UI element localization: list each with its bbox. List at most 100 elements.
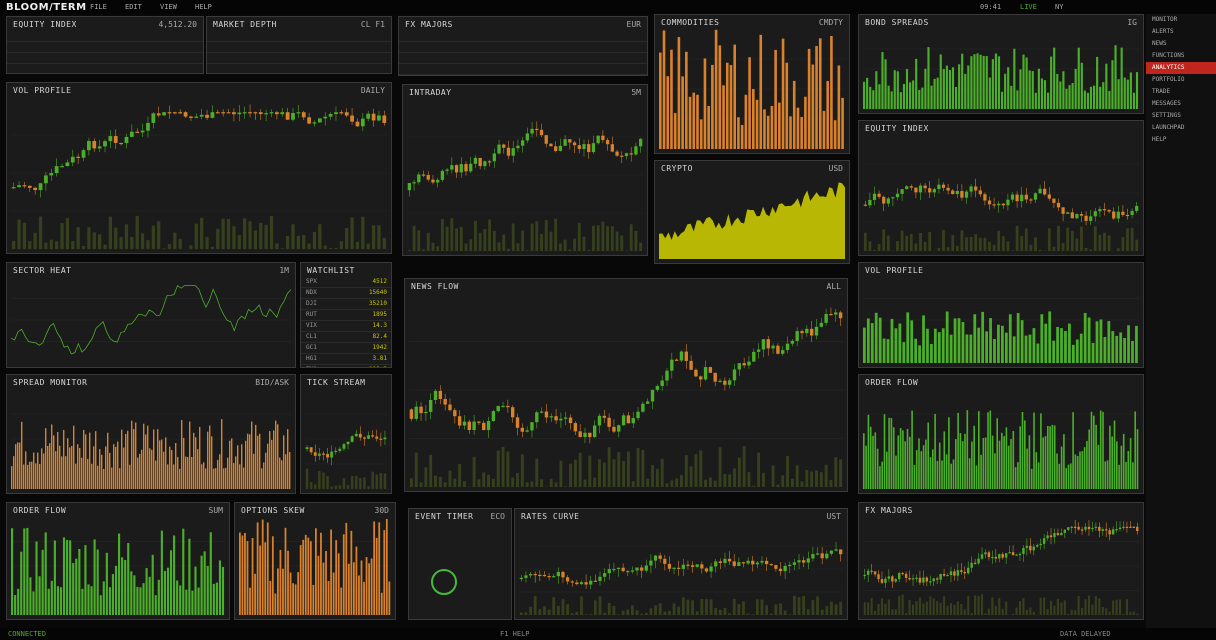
sidebar-item-analytics[interactable]: ANALYTICS — [1146, 62, 1216, 74]
bar-chart[interactable] — [863, 389, 1139, 489]
table-row[interactable] — [207, 42, 391, 53]
sidebar-item-functions[interactable]: FUNCTIONS — [1152, 52, 1185, 59]
candlestick-chart[interactable] — [519, 523, 843, 615]
panel-intraday[interactable]: INTRADAY 5M — [402, 84, 648, 256]
panel-tick-stream[interactable]: TICK STREAM — [300, 374, 392, 494]
panel-options-skew[interactable]: OPTIONS SKEW 30D — [234, 502, 396, 620]
bar — [1056, 453, 1058, 489]
table-row[interactable] — [207, 53, 391, 64]
table-row[interactable] — [7, 53, 203, 64]
volume-bar — [350, 217, 354, 249]
bar — [363, 581, 365, 615]
candle — [805, 328, 809, 334]
bar — [740, 124, 744, 149]
watchlist-row[interactable]: VIX 14.3 — [301, 321, 391, 332]
bar-chart[interactable] — [659, 29, 845, 149]
candlestick-chart[interactable] — [407, 99, 643, 251]
watchlist-row[interactable]: SPX 4512 — [301, 277, 391, 288]
table-row[interactable] — [7, 31, 203, 42]
bar — [284, 527, 287, 615]
sidebar-item-news[interactable]: NEWS — [1152, 40, 1167, 47]
menu-edit[interactable]: EDIT — [125, 3, 142, 11]
watchlist-row[interactable]: HG1 3.81 — [301, 354, 391, 365]
sidebar-item-trade[interactable]: TRADE — [1152, 88, 1171, 95]
candle — [674, 359, 679, 361]
panel-sector-heat[interactable]: SECTOR HEAT 1M — [6, 262, 296, 368]
volume-bar — [459, 226, 463, 251]
panel-commodities[interactable]: COMMODITIES CMDTY — [654, 14, 850, 154]
bar-chart[interactable] — [11, 389, 291, 489]
bar — [920, 451, 923, 489]
volume-bar — [296, 235, 300, 249]
watchlist-row[interactable]: GC1 1942 — [301, 343, 391, 354]
panel-crypto[interactable]: CRYPTO USD — [654, 160, 850, 264]
bar — [987, 412, 989, 489]
sidebar-item-portfolio[interactable]: PORTFOLIO — [1152, 76, 1185, 83]
volume-bar — [511, 477, 515, 487]
line-chart[interactable] — [11, 277, 291, 363]
candlestick-chart[interactable] — [409, 293, 843, 487]
table-row[interactable] — [399, 53, 647, 64]
candle — [199, 114, 204, 117]
candlestick-chart[interactable] — [863, 517, 1139, 615]
watchlist-row[interactable]: CL1 82.4 — [301, 332, 391, 343]
table-row[interactable] — [399, 64, 647, 75]
watchlist-row[interactable]: RUT 1895 — [301, 310, 391, 321]
panel-equity-index[interactable]: EQUITY INDEX 4,512.20 — [6, 16, 204, 74]
panel-main-chart[interactable]: NEWS FLOW ALL — [404, 278, 848, 492]
candle — [610, 144, 614, 152]
sidebar-item-settings[interactable]: SETTINGS — [1152, 112, 1181, 119]
table-row[interactable] — [7, 42, 203, 53]
menu-view[interactable]: VIEW — [160, 3, 177, 11]
sidebar-item-alerts[interactable]: ALERTS — [1152, 28, 1174, 35]
candle — [1107, 209, 1111, 212]
bar — [219, 454, 221, 489]
table-row[interactable] — [207, 64, 391, 73]
panel-fx-candles[interactable]: FX MAJORS — [858, 502, 1144, 620]
panel-flow-bars[interactable]: ORDER FLOW — [858, 374, 1144, 494]
sidebar-item-launchpad[interactable]: LAUNCHPAD — [1152, 124, 1185, 131]
volume-bar — [980, 594, 984, 615]
candlestick-chart[interactable] — [863, 135, 1139, 251]
bar-chart[interactable] — [863, 277, 1139, 363]
panel-order-flow[interactable]: ORDER FLOW SUM — [6, 502, 230, 620]
candle — [886, 198, 890, 204]
panel-fx-majors[interactable]: FX MAJORS EUR — [398, 16, 648, 76]
bar — [989, 318, 992, 363]
watchlist-row[interactable]: NDX 15640 — [301, 288, 391, 299]
table-row[interactable] — [207, 31, 391, 42]
volume-bar — [970, 613, 973, 615]
bar-chart[interactable] — [11, 517, 225, 615]
candle — [756, 349, 761, 352]
bar — [182, 528, 185, 615]
table-row[interactable] — [399, 31, 647, 42]
panel-event-timer[interactable]: EVENT TIMER ECO — [408, 508, 512, 620]
sidebar-item-monitor[interactable]: MONITOR — [1152, 16, 1178, 23]
watchlist-row[interactable]: ZN1108.2 — [301, 365, 391, 367]
candlestick-chart[interactable] — [11, 97, 387, 249]
panel-watchlist[interactable]: WATCHLIST SPX 4512 NDX 15640 DJI 35210 RUT 1895… — [300, 262, 392, 368]
panel-market-depth[interactable]: MARKET DEPTH CL F1 — [206, 16, 392, 74]
table-row[interactable] — [399, 42, 647, 53]
candlestick-chart[interactable] — [305, 389, 387, 489]
panel-volume-bars[interactable]: VOL PROFILE — [858, 262, 1144, 368]
panel-index-candles[interactable]: EQUITY INDEX — [858, 120, 1144, 256]
row-price: 15640 — [368, 289, 387, 296]
volume-bar — [874, 610, 877, 615]
watchlist-row[interactable]: DJI 35210 — [301, 299, 391, 310]
panel-bond-spreads[interactable]: BOND SPREADS IG — [858, 14, 1144, 114]
bar-chart[interactable] — [239, 517, 391, 615]
row-price: 3.81 — [372, 355, 387, 362]
sidebar-item-help[interactable]: HELP — [1152, 136, 1167, 143]
table-row[interactable] — [7, 64, 203, 73]
panel-vol-profile[interactable]: VOL PROFILE DAILY — [6, 82, 392, 254]
menu-file[interactable]: FILE — [90, 3, 107, 11]
candle — [510, 407, 515, 418]
bar — [1025, 57, 1028, 109]
menu-help[interactable]: HELP — [195, 3, 212, 11]
panel-spread-monitor[interactable]: SPREAD MONITOR BID/ASK — [6, 374, 296, 494]
bar-chart[interactable] — [863, 29, 1139, 109]
sidebar-item-messages[interactable]: MESSAGES — [1152, 100, 1181, 107]
panel-rates-curve[interactable]: RATES CURVE UST — [514, 508, 848, 620]
area-chart[interactable] — [659, 175, 845, 259]
